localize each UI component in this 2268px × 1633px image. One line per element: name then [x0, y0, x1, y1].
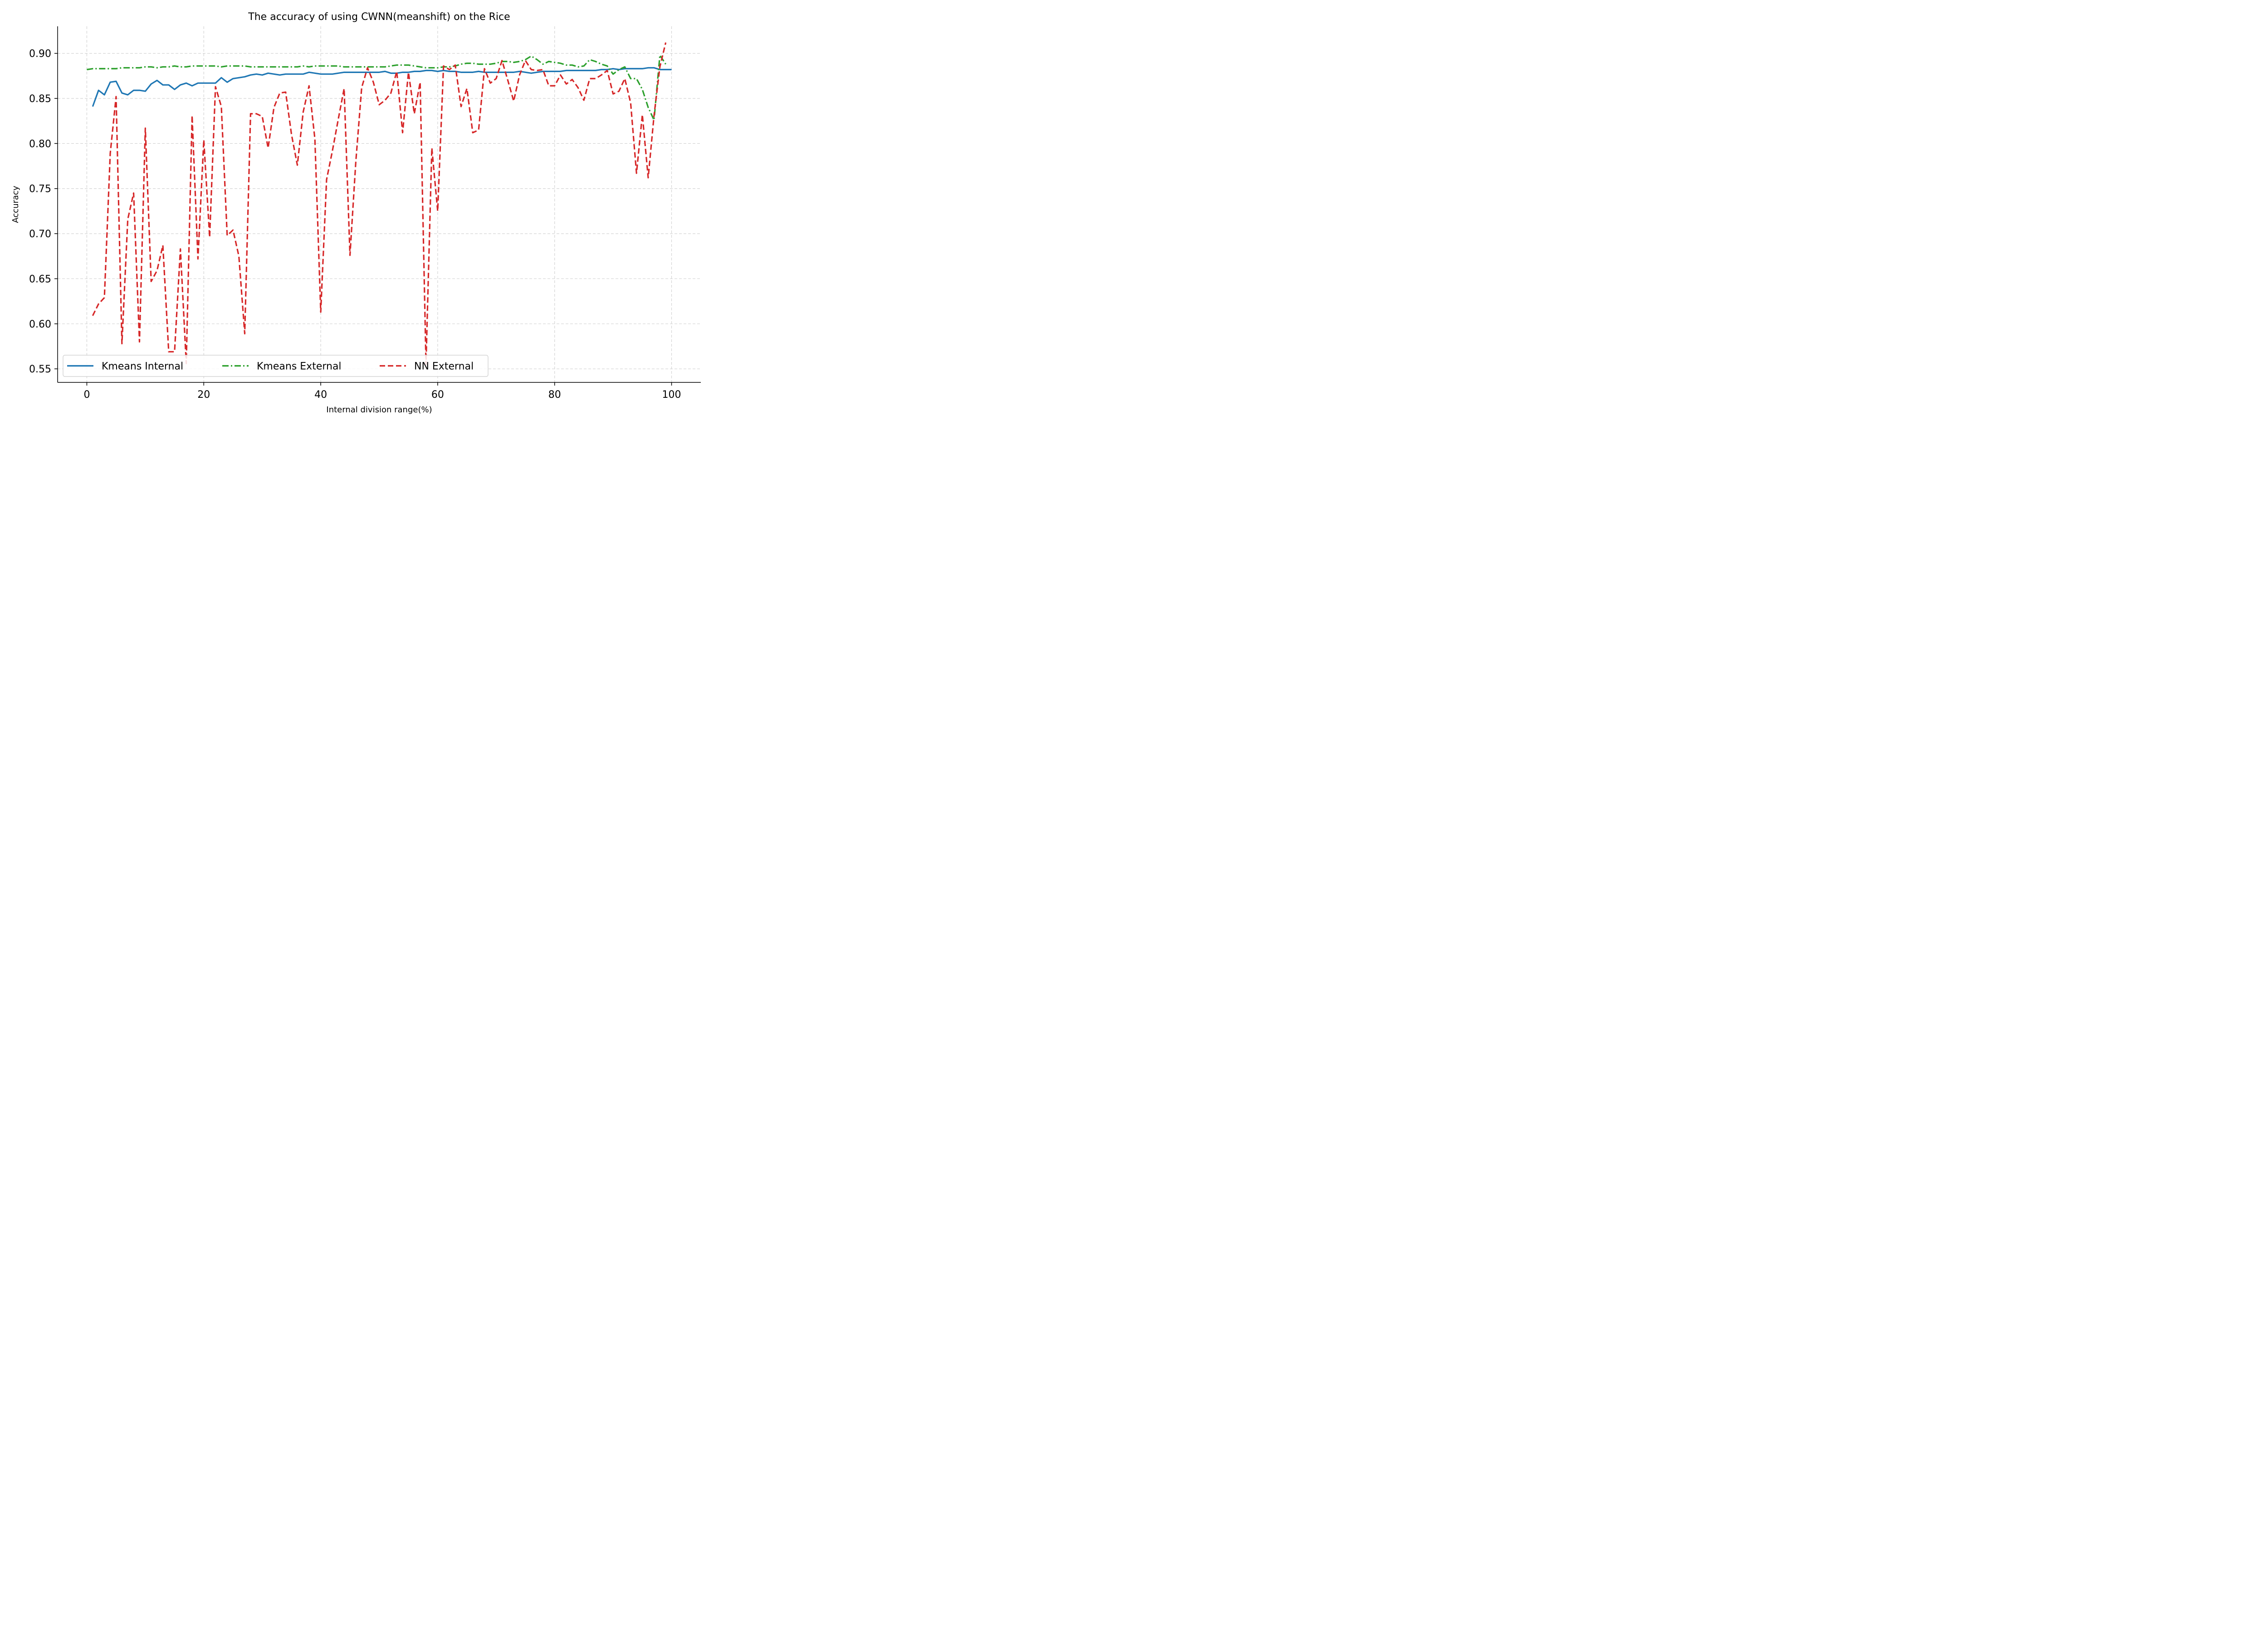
y-tick-label: 0.65: [29, 274, 51, 285]
x-tick-label: 100: [662, 389, 681, 401]
legend-label: Kmeans External: [257, 361, 342, 372]
x-axis-label: Internal division range(%): [326, 405, 432, 415]
series-line-nn-external: [92, 42, 667, 365]
series-layer: [87, 42, 672, 365]
grid: [58, 26, 701, 382]
y-axis-label: Accuracy: [11, 186, 20, 223]
legend: Kmeans Internal Kmeans External NN Externa…: [63, 355, 489, 377]
x-tick-label: 60: [431, 389, 444, 401]
x-tick-label: 20: [197, 389, 210, 401]
y-tick-label: 0.70: [29, 229, 51, 240]
x-tick-label: 0: [83, 389, 90, 401]
y-tick-label: 0.60: [29, 319, 51, 330]
legend-label: Kmeans Internal: [102, 361, 183, 372]
legend-box: [63, 355, 489, 377]
x-tick-label: 80: [548, 389, 561, 401]
y-tick-label: 0.75: [29, 184, 51, 195]
series-line-kmeans-internal: [92, 67, 672, 107]
y-tick-label: 0.55: [29, 364, 51, 375]
axes: [57, 26, 701, 383]
series-line-kmeans-external: [87, 54, 666, 121]
y-tick-label: 0.90: [29, 49, 51, 60]
legend-label: NN External: [414, 361, 474, 372]
chart: 0 20 40 60 80 100 0.55 0.60 0.65 0.70 0.75 0.80 0.85…: [0, 0, 711, 427]
x-tick-label: 40: [314, 389, 327, 401]
chart-title: The accuracy of using CWNN(meanshift) on…: [248, 11, 510, 23]
y-tick-label: 0.80: [29, 138, 51, 150]
y-tick-label: 0.85: [29, 93, 51, 105]
ticks: 0 20 40 60 80 100 0.55 0.60 0.65 0.70 0.75 0.80 0.85…: [29, 49, 681, 401]
